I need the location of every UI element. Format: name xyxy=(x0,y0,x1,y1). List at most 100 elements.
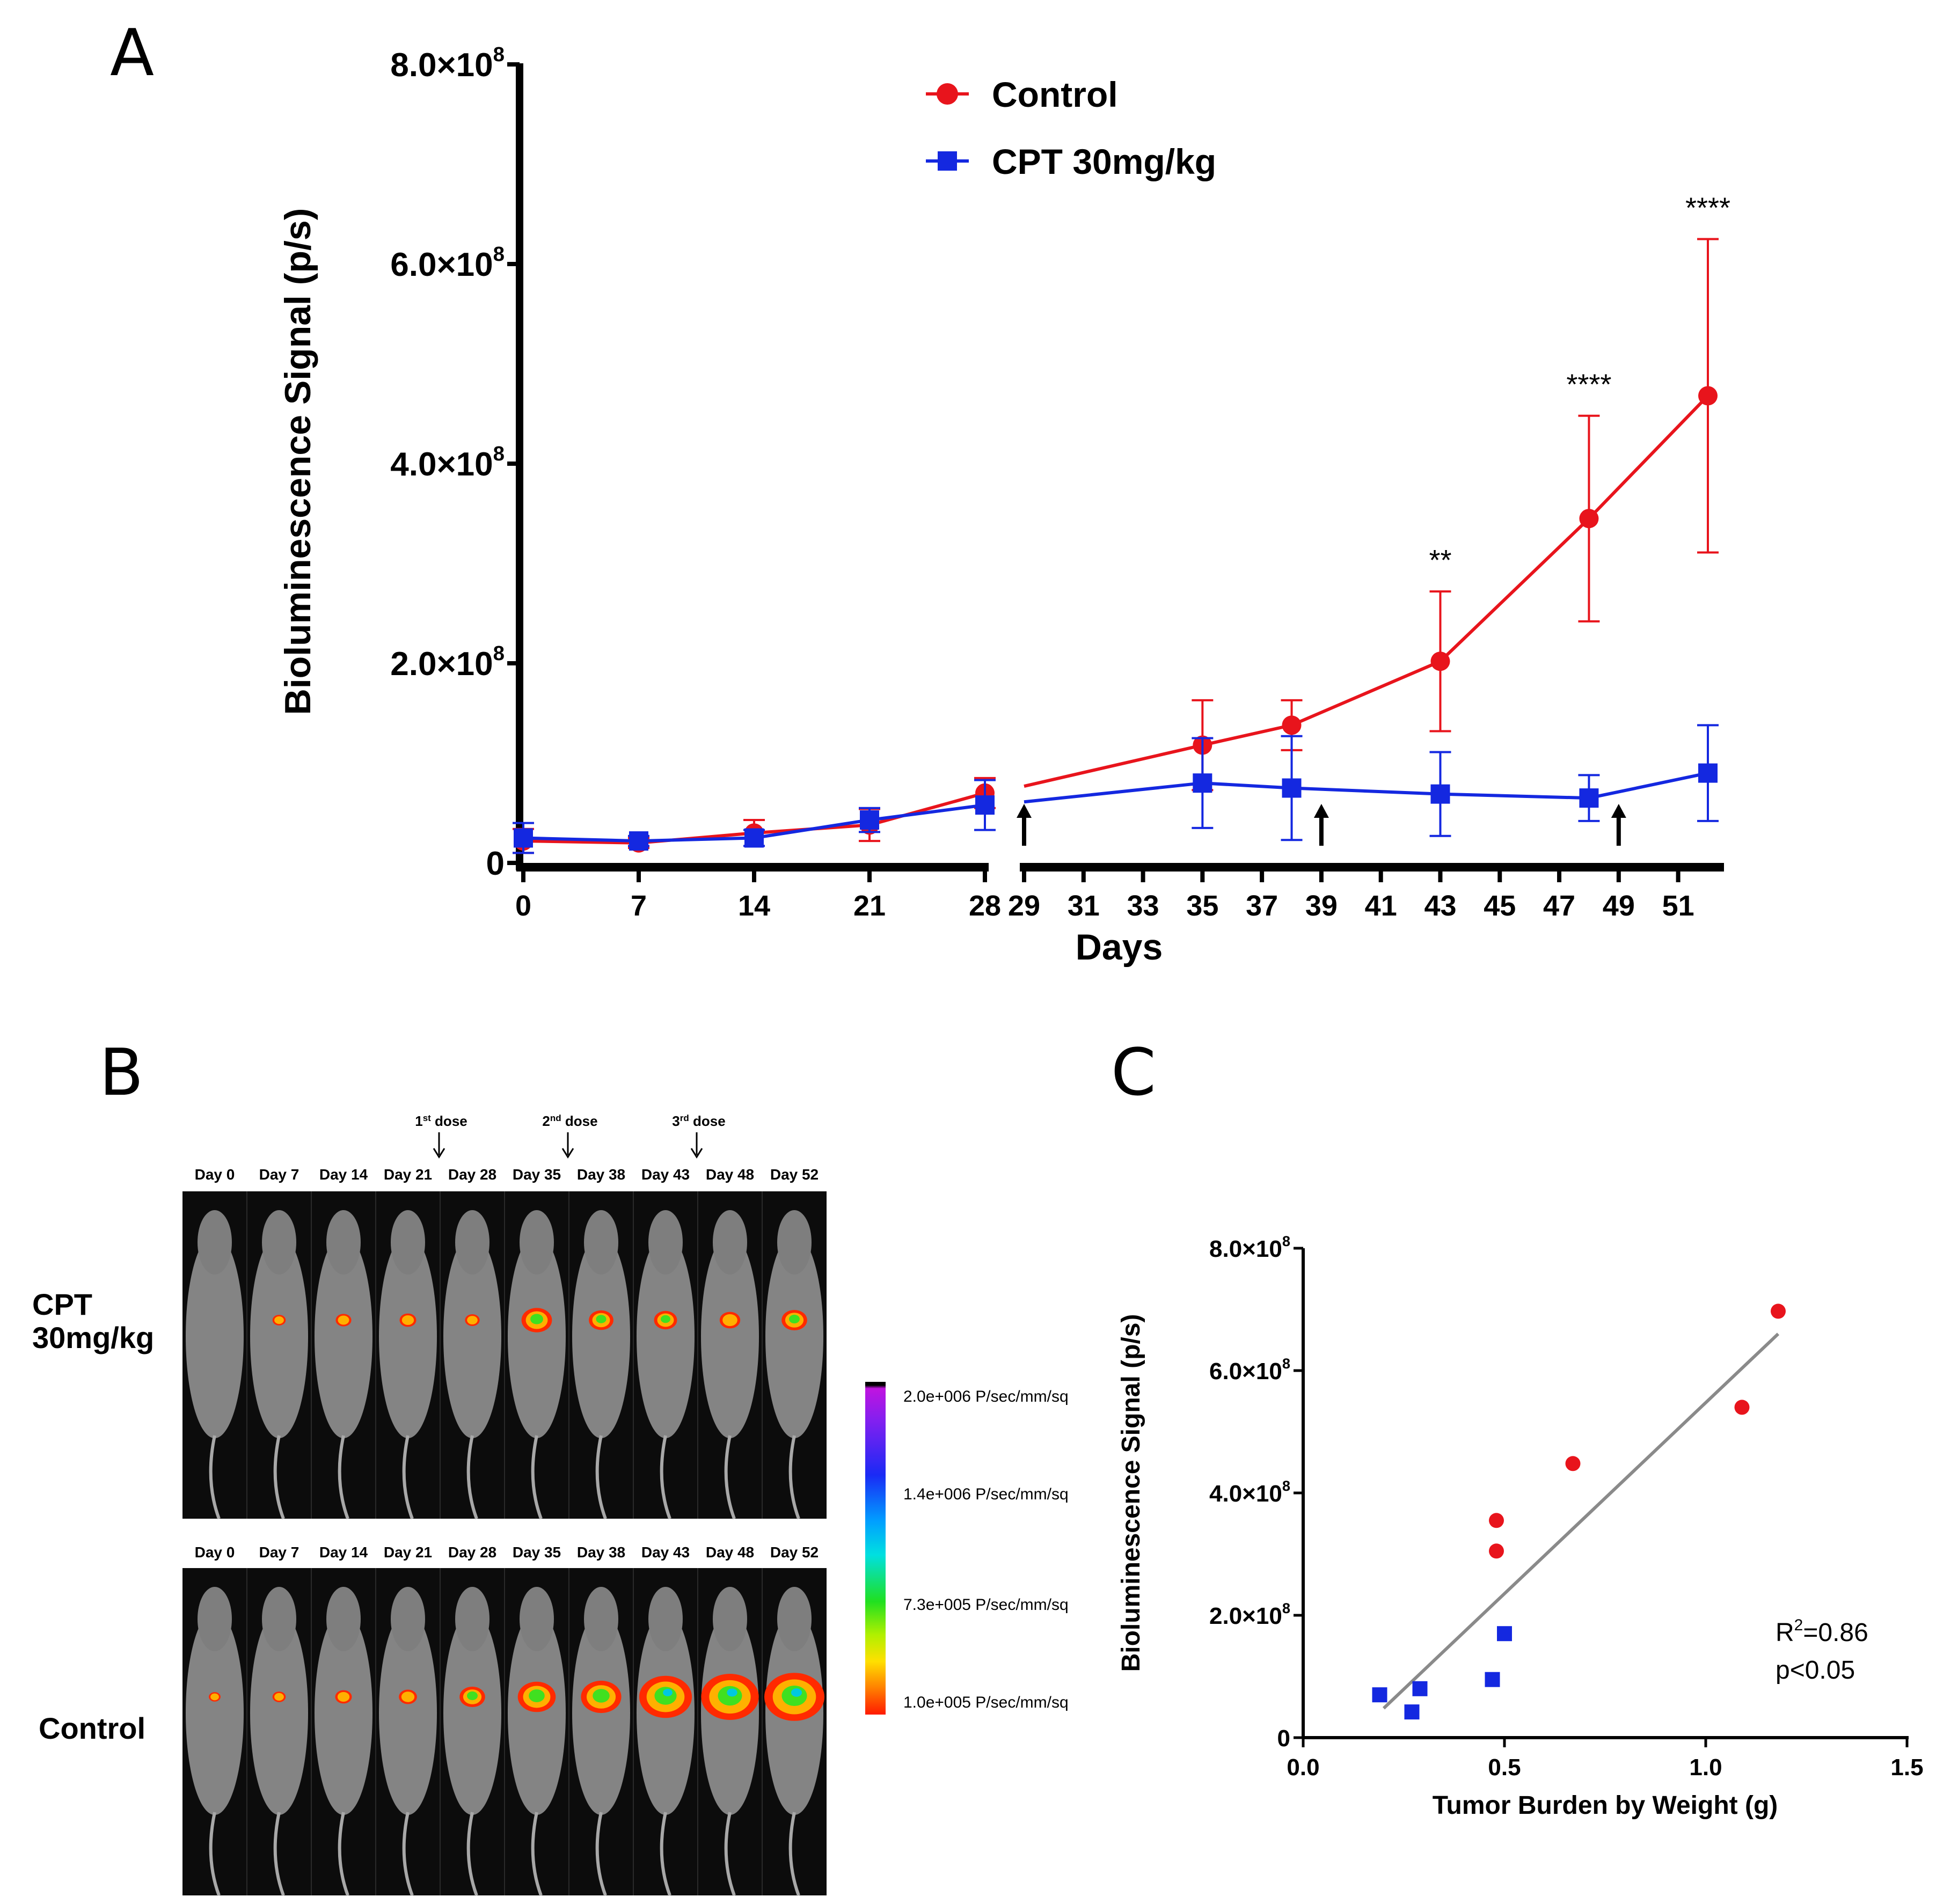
dose-label: 2nd dose xyxy=(542,1113,597,1129)
data-point xyxy=(1698,763,1718,783)
legend-item-cpt: CPT 30mg/kg xyxy=(926,142,1216,181)
series-control xyxy=(1489,1303,1786,1559)
mouse-head xyxy=(584,1210,618,1275)
mouse-tail xyxy=(209,1435,221,1520)
panel-a-line-chart: 0 2.0×108 4.0×108 6.0×108 8.0×108 0 7 14 21 28 29 3… xyxy=(277,43,1730,968)
luminescence-signal xyxy=(521,1308,552,1332)
mouse-control xyxy=(572,1587,630,1896)
x-tick-label: 43 xyxy=(1424,890,1456,922)
data-point xyxy=(1412,1681,1428,1696)
significance-mark: **** xyxy=(1566,369,1611,401)
mouse-tail xyxy=(402,1812,414,1896)
colorbar-label-mid: 7.3e+005 P/sec/mm/sq xyxy=(903,1596,1069,1614)
signal-inner xyxy=(530,1314,543,1324)
data-point xyxy=(1497,1626,1512,1642)
dose-label: 1st dose xyxy=(415,1113,467,1129)
mouse-tail xyxy=(660,1812,671,1896)
mouse-tail xyxy=(338,1812,349,1896)
x-tick-label: 29 xyxy=(1008,890,1040,922)
luminescence-signal xyxy=(654,1310,677,1330)
mouse-body xyxy=(379,1234,437,1438)
luminescence-signal xyxy=(209,1692,221,1702)
mouse-head xyxy=(455,1587,490,1651)
mouse-body xyxy=(508,1611,566,1815)
mouse-head xyxy=(648,1210,683,1275)
day-label: Day 0 xyxy=(195,1544,235,1561)
x-axis-line-segment2 xyxy=(1020,863,1724,872)
data-point xyxy=(1282,715,1302,735)
data-point xyxy=(629,831,648,851)
panel-c-label: C xyxy=(1111,1036,1156,1110)
mouse-body xyxy=(186,1611,244,1815)
luminescence-signal xyxy=(764,1673,824,1721)
mouse-control xyxy=(315,1587,372,1896)
mouse-control xyxy=(701,1587,759,1896)
dose-label: 3rd dose xyxy=(672,1113,725,1129)
mouse-tail xyxy=(273,1812,285,1896)
luminescence-signal xyxy=(399,1313,417,1327)
x-tick-label: 47 xyxy=(1543,890,1575,922)
signal-mid xyxy=(337,1691,350,1702)
cpt-row-label: CPT 30mg/kg xyxy=(32,1288,154,1354)
x-tick-label: 1.5 xyxy=(1890,1754,1923,1781)
day-label: Day 38 xyxy=(577,1166,625,1183)
x-tick-label: 14 xyxy=(738,890,770,922)
legend-marker xyxy=(937,83,958,105)
mouse-head xyxy=(648,1587,683,1651)
x-tick-label: 41 xyxy=(1365,890,1397,922)
y-tick-label: 4.0×108 xyxy=(1209,1477,1290,1507)
day-label: Day 48 xyxy=(706,1166,754,1183)
day-label: Day 28 xyxy=(448,1544,496,1561)
luminescence-signal xyxy=(581,1680,622,1713)
x-tick-label: 39 xyxy=(1305,890,1338,922)
luminescence-signal xyxy=(272,1315,286,1326)
mouse-body xyxy=(572,1234,630,1438)
signal-mid xyxy=(722,1314,737,1327)
mouse-head xyxy=(713,1587,747,1651)
dose-arrow-head xyxy=(1611,804,1626,818)
signal-inner xyxy=(660,1315,671,1323)
data-point xyxy=(1404,1704,1420,1720)
mouse-control xyxy=(764,1587,824,1896)
data-point xyxy=(1372,1687,1387,1703)
x-tick-label: 33 xyxy=(1127,890,1159,922)
y-tick-label: 8.0×108 xyxy=(390,43,505,84)
y-axis-label: Bioluminescence Signal (p/s) xyxy=(1117,1314,1145,1672)
dose-arrow-head xyxy=(433,1148,445,1159)
data-point xyxy=(1579,509,1599,529)
colorbar-label-max: 2.0e+006 P/sec/mm/sq xyxy=(903,1388,1069,1405)
luminescence-signal xyxy=(399,1689,417,1704)
data-point xyxy=(975,795,995,815)
data-point xyxy=(1282,778,1302,798)
day-label: Day 52 xyxy=(770,1166,819,1183)
day-label: Day 7 xyxy=(259,1544,299,1561)
mouse-cpt xyxy=(443,1210,501,1520)
data-point xyxy=(1485,1672,1500,1687)
signal-inner xyxy=(467,1691,478,1701)
mouse-body xyxy=(250,1234,308,1438)
luminescence-signal xyxy=(639,1675,692,1718)
signal-inner xyxy=(789,1314,800,1324)
mouse-tail xyxy=(466,1812,478,1896)
significance-mark: ** xyxy=(1429,544,1451,576)
mouse-head xyxy=(326,1210,361,1275)
data-point xyxy=(744,828,764,848)
day-label: Day 0 xyxy=(195,1166,235,1183)
y-tick-label: 4.0×108 xyxy=(390,442,505,483)
luminescence-signal xyxy=(701,1674,759,1720)
mouse-body xyxy=(765,1234,823,1438)
x-tick-label: 51 xyxy=(1662,890,1694,922)
signal-mid xyxy=(401,1691,415,1702)
data-point xyxy=(1579,788,1599,808)
data-point xyxy=(1698,386,1718,406)
y-tick-label: 8.0×108 xyxy=(1209,1233,1290,1262)
signal-inner xyxy=(593,1689,610,1703)
mouse-body xyxy=(443,1234,501,1438)
day-label: Day 21 xyxy=(384,1544,432,1561)
luminescence-signal xyxy=(459,1686,485,1708)
panel-b-imaging: 1st dose 2nd dose 3rd dose Day 0 Day 7 Day 14… xyxy=(182,1113,827,1896)
mouse-tail xyxy=(595,1812,607,1896)
mouse-cpt xyxy=(637,1210,695,1520)
y-tick-label: 6.0×108 xyxy=(390,243,505,283)
mouse-cpt xyxy=(572,1210,630,1520)
